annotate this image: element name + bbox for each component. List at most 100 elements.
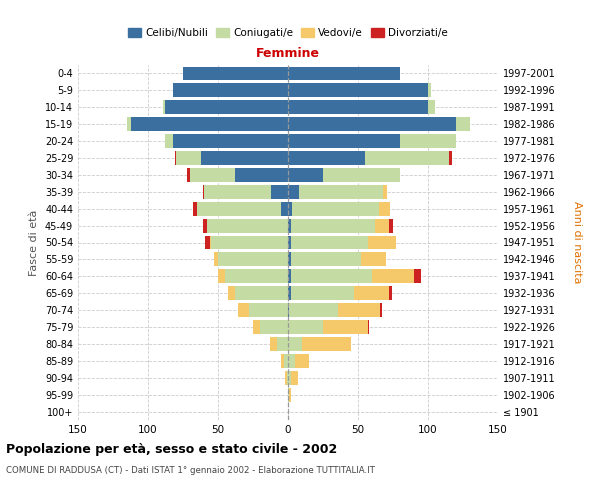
Y-axis label: Fasce di età: Fasce di età	[29, 210, 39, 276]
Bar	[288, 354, 295, 368]
Bar	[456, 117, 470, 131]
Bar	[165, 100, 288, 114]
Bar	[383, 185, 388, 198]
Bar	[271, 185, 288, 198]
Bar	[288, 371, 291, 384]
Bar	[249, 303, 288, 317]
Bar	[338, 303, 380, 317]
Bar	[197, 202, 281, 215]
Bar	[291, 236, 368, 250]
Bar	[235, 168, 288, 182]
Bar	[288, 185, 299, 198]
Bar	[291, 252, 361, 266]
Bar	[323, 168, 400, 182]
Bar	[288, 388, 289, 402]
Y-axis label: Anni di nascita: Anni di nascita	[572, 201, 583, 284]
Bar	[163, 100, 165, 114]
Text: Popolazione per età, sesso e stato civile - 2002: Popolazione per età, sesso e stato civil…	[6, 442, 337, 456]
Bar	[277, 337, 288, 351]
Bar	[299, 185, 383, 198]
Bar	[361, 252, 386, 266]
Bar	[288, 320, 323, 334]
Bar	[288, 151, 365, 165]
Bar	[288, 236, 291, 250]
Bar	[284, 354, 288, 368]
Bar	[291, 270, 372, 283]
Bar	[281, 354, 284, 368]
Bar	[289, 388, 291, 402]
Bar	[288, 100, 428, 114]
Bar	[288, 286, 291, 300]
Bar	[372, 270, 414, 283]
Legend: Celibi/Nubili, Coniugati/e, Vedovi/e, Divorziati/e: Celibi/Nubili, Coniugati/e, Vedovi/e, Di…	[124, 24, 452, 42]
Bar	[225, 270, 288, 283]
Bar	[428, 84, 431, 98]
Bar	[207, 218, 288, 232]
Bar	[235, 286, 288, 300]
Bar	[187, 168, 190, 182]
Bar	[209, 236, 211, 250]
Bar	[354, 286, 389, 300]
Bar	[190, 168, 235, 182]
Bar	[173, 134, 288, 148]
Bar	[375, 218, 389, 232]
Bar	[368, 236, 396, 250]
Bar	[288, 252, 291, 266]
Bar	[288, 337, 302, 351]
Bar	[218, 270, 225, 283]
Text: Femmine: Femmine	[256, 46, 320, 60]
Bar	[389, 286, 392, 300]
Bar	[428, 100, 435, 114]
Bar	[291, 371, 298, 384]
Bar	[131, 117, 288, 131]
Bar	[291, 286, 354, 300]
Bar	[287, 371, 288, 384]
Bar	[201, 151, 288, 165]
Bar	[165, 134, 173, 148]
Bar	[204, 185, 271, 198]
Bar	[193, 202, 197, 215]
Bar	[288, 66, 400, 80]
Bar	[260, 320, 288, 334]
Bar	[228, 286, 235, 300]
Bar	[288, 303, 289, 317]
Text: COMUNE DI RADDUSA (CT) - Dati ISTAT 1° gennaio 2002 - Elaborazione TUTTITALIA.IT: COMUNE DI RADDUSA (CT) - Dati ISTAT 1° g…	[6, 466, 375, 475]
Bar	[449, 151, 452, 165]
Bar	[211, 236, 288, 250]
Bar	[323, 320, 368, 334]
Bar	[270, 337, 277, 351]
Bar	[288, 270, 291, 283]
Bar	[183, 66, 288, 80]
Bar	[173, 84, 288, 98]
Bar	[302, 337, 351, 351]
Bar	[414, 270, 421, 283]
Bar	[380, 303, 382, 317]
Bar	[292, 202, 379, 215]
Bar	[288, 168, 323, 182]
Bar	[291, 218, 375, 232]
Bar	[288, 84, 428, 98]
Bar	[288, 218, 291, 232]
Bar	[368, 320, 369, 334]
Bar	[127, 117, 131, 131]
Bar	[176, 151, 201, 165]
Bar	[288, 202, 292, 215]
Bar	[285, 371, 287, 384]
Bar	[205, 236, 209, 250]
Bar	[289, 303, 338, 317]
Bar	[175, 151, 176, 165]
Bar	[389, 218, 393, 232]
Bar	[253, 320, 260, 334]
Bar	[203, 218, 207, 232]
Bar	[379, 202, 390, 215]
Bar	[281, 202, 288, 215]
Bar	[214, 252, 218, 266]
Bar	[400, 134, 456, 148]
Bar	[288, 117, 456, 131]
Bar	[295, 354, 309, 368]
Bar	[288, 134, 400, 148]
Bar	[203, 185, 204, 198]
Bar	[365, 151, 449, 165]
Bar	[218, 252, 288, 266]
Bar	[238, 303, 249, 317]
